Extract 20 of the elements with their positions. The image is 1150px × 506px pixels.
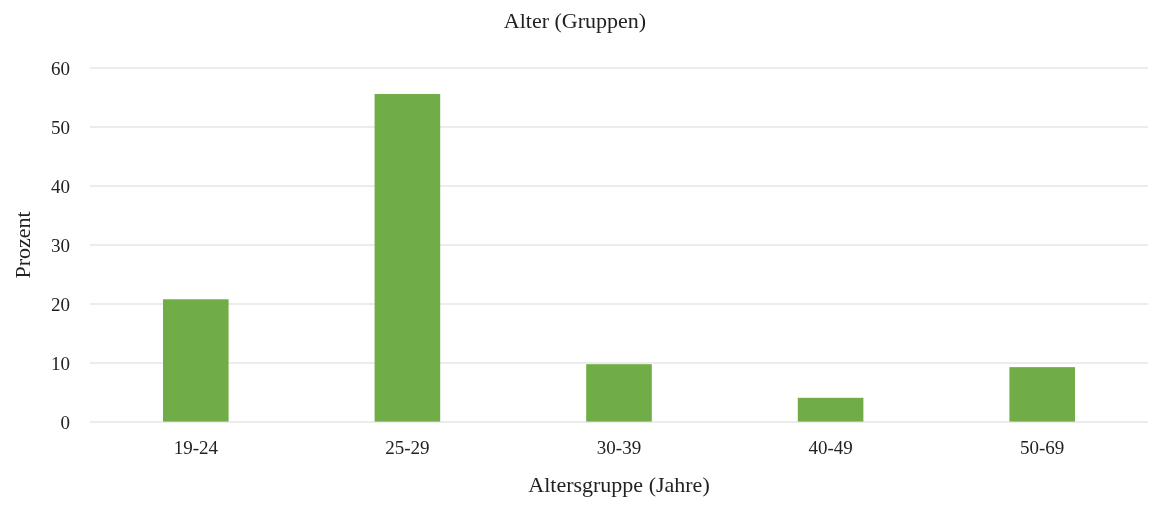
x-axis-title: Altersgruppe (Jahre)	[528, 472, 710, 497]
x-tick-label: 19-24	[173, 437, 219, 458]
y-tick-label: 50	[51, 116, 70, 138]
chart-title: Alter (Gruppen)	[503, 8, 647, 33]
bar	[586, 364, 652, 422]
x-tick-label: 50-69	[1020, 437, 1065, 458]
bar	[163, 299, 229, 422]
y-tick-label: 60	[51, 57, 70, 79]
bar	[374, 93, 441, 422]
y-tick-label: 40	[51, 175, 70, 197]
x-tick-label: 40-49	[808, 437, 853, 458]
bar	[797, 397, 864, 422]
y-axis-title: Prozent	[10, 211, 35, 279]
y-tick-label: 10	[51, 352, 70, 374]
y-tick-label: 0	[60, 411, 70, 433]
bar	[1009, 367, 1075, 422]
y-tick-label: 30	[51, 234, 70, 256]
x-tick-label: 30-39	[596, 437, 642, 458]
x-tick-label: 25-29	[385, 437, 430, 458]
y-tick-label: 20	[51, 293, 70, 315]
